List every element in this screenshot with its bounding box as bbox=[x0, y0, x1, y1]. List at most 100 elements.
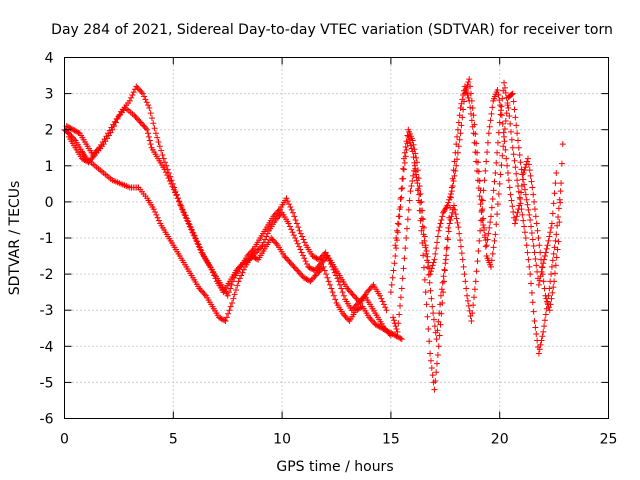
data-point bbox=[397, 335, 404, 342]
data-point bbox=[551, 190, 558, 197]
data-point bbox=[283, 255, 290, 262]
data-point bbox=[367, 315, 374, 322]
data-point bbox=[491, 178, 498, 185]
data-point bbox=[320, 257, 327, 264]
data-point bbox=[494, 86, 501, 93]
data-point bbox=[180, 209, 187, 216]
data-point bbox=[550, 284, 557, 291]
data-point bbox=[427, 268, 434, 275]
data-point bbox=[439, 279, 446, 286]
data-point bbox=[544, 298, 551, 305]
data-point bbox=[137, 119, 144, 126]
data-point bbox=[430, 310, 437, 317]
data-point bbox=[453, 215, 460, 222]
data-point bbox=[356, 298, 363, 305]
data-point bbox=[524, 201, 531, 208]
data-point bbox=[541, 317, 548, 324]
data-point bbox=[451, 202, 458, 209]
data-point bbox=[378, 295, 385, 302]
data-point bbox=[553, 231, 560, 238]
data-point bbox=[476, 193, 483, 200]
data-point bbox=[156, 143, 163, 150]
data-point bbox=[403, 138, 410, 145]
data-point bbox=[431, 256, 438, 263]
data-point bbox=[456, 230, 463, 237]
data-point bbox=[269, 236, 276, 243]
data-point bbox=[186, 223, 193, 230]
data-point bbox=[355, 299, 362, 306]
data-point bbox=[272, 239, 279, 246]
data-point bbox=[489, 104, 496, 111]
data-point bbox=[501, 84, 508, 91]
data-point bbox=[462, 87, 469, 94]
data-point bbox=[488, 257, 495, 264]
data-point bbox=[249, 247, 256, 254]
data-point bbox=[525, 206, 532, 213]
data-point bbox=[394, 229, 401, 236]
data-point bbox=[487, 213, 494, 220]
data-point bbox=[145, 133, 152, 140]
data-point bbox=[550, 200, 557, 207]
x-tick-label: 25 bbox=[600, 432, 618, 448]
data-point bbox=[346, 288, 353, 295]
data-point bbox=[135, 116, 142, 123]
data-point bbox=[313, 271, 320, 278]
chart-title: Day 284 of 2021, Sidereal Day-to-day VTE… bbox=[51, 22, 613, 38]
data-point bbox=[294, 267, 301, 274]
data-point bbox=[518, 166, 525, 173]
data-point bbox=[497, 102, 504, 109]
x-axis-label: GPS time / hours bbox=[276, 459, 393, 475]
data-point bbox=[381, 325, 388, 332]
data-point bbox=[480, 215, 487, 222]
data-point bbox=[423, 247, 430, 254]
data-point bbox=[351, 304, 358, 311]
data-point bbox=[470, 302, 477, 309]
data-point bbox=[343, 315, 350, 322]
data-point bbox=[273, 210, 280, 217]
data-point bbox=[548, 295, 555, 302]
data-point bbox=[148, 115, 155, 122]
data-point bbox=[197, 246, 204, 253]
data-point bbox=[494, 149, 501, 156]
data-point bbox=[396, 311, 403, 318]
data-point bbox=[496, 119, 503, 126]
data-point bbox=[462, 278, 469, 285]
data-point bbox=[382, 304, 389, 311]
data-point bbox=[475, 168, 482, 175]
data-point bbox=[420, 216, 427, 223]
data-point bbox=[437, 301, 444, 308]
data-point bbox=[464, 92, 471, 99]
data-point bbox=[550, 250, 557, 257]
data-point bbox=[392, 253, 399, 260]
data-point bbox=[449, 183, 456, 190]
data-point bbox=[357, 297, 364, 304]
data-point bbox=[326, 281, 333, 288]
data-point bbox=[502, 89, 509, 96]
data-point bbox=[314, 264, 321, 271]
data-point bbox=[522, 164, 529, 171]
data-point bbox=[393, 245, 400, 252]
data-point bbox=[136, 118, 143, 125]
data-point bbox=[330, 292, 337, 299]
data-point bbox=[390, 317, 397, 324]
data-point bbox=[501, 79, 508, 86]
y-tick-label: -4 bbox=[40, 339, 54, 355]
data-point bbox=[455, 143, 462, 150]
data-point bbox=[492, 170, 499, 177]
data-point bbox=[498, 107, 505, 114]
data-point bbox=[410, 172, 417, 179]
data-point bbox=[444, 202, 451, 209]
data-point bbox=[419, 223, 426, 230]
data-point bbox=[407, 142, 414, 149]
data-point bbox=[554, 246, 561, 253]
data-point bbox=[81, 157, 88, 164]
data-point bbox=[228, 281, 235, 288]
data-point bbox=[485, 230, 492, 237]
data-point bbox=[239, 269, 246, 276]
data-point bbox=[458, 250, 465, 257]
data-point bbox=[256, 245, 263, 252]
data-point bbox=[395, 320, 402, 327]
data-point bbox=[484, 149, 491, 156]
data-point bbox=[296, 270, 303, 277]
data-point bbox=[514, 209, 521, 216]
